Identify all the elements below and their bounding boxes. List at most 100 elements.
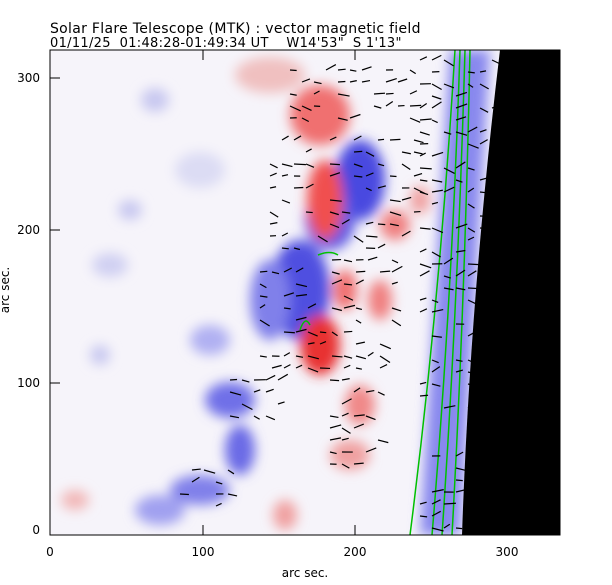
field-vector bbox=[227, 493, 238, 497]
field-vector bbox=[341, 437, 349, 441]
field-vector bbox=[331, 331, 338, 337]
field-vector bbox=[355, 341, 365, 345]
field-vector bbox=[289, 105, 301, 112]
field-vector bbox=[295, 364, 303, 369]
field-vector bbox=[329, 163, 340, 166]
field-vector bbox=[307, 355, 320, 360]
field-vector bbox=[491, 418, 503, 421]
field-vector bbox=[353, 175, 363, 178]
field-vector bbox=[467, 270, 477, 277]
field-vector bbox=[491, 428, 503, 433]
field-vector bbox=[349, 69, 357, 72]
field-vector bbox=[365, 447, 377, 453]
field-vector bbox=[409, 69, 417, 75]
field-vector bbox=[307, 367, 319, 373]
field-vector bbox=[365, 415, 376, 421]
field-vector bbox=[431, 189, 443, 193]
field-vector bbox=[443, 523, 451, 529]
field-vector bbox=[305, 211, 313, 214]
field-vector bbox=[419, 515, 428, 518]
field-vector bbox=[419, 191, 429, 196]
field-vector bbox=[259, 355, 267, 358]
field-vector bbox=[431, 101, 442, 109]
field-vector bbox=[467, 203, 475, 209]
field-vector bbox=[467, 332, 474, 337]
field-vector bbox=[479, 227, 491, 230]
field-vector bbox=[401, 230, 411, 237]
field-vector bbox=[283, 267, 293, 273]
field-vector bbox=[331, 355, 343, 358]
field-vector bbox=[337, 93, 350, 97]
field-vector bbox=[341, 427, 351, 434]
field-vector bbox=[329, 172, 341, 177]
field-vector bbox=[377, 223, 386, 226]
field-vector bbox=[295, 316, 307, 321]
field-vector bbox=[419, 152, 426, 157]
magnetic-field-map bbox=[61, 50, 490, 535]
field-vector bbox=[349, 80, 357, 83]
field-vector bbox=[419, 501, 427, 505]
field-vector bbox=[479, 191, 491, 194]
field-vector bbox=[443, 257, 454, 265]
field-vector bbox=[467, 187, 475, 193]
field-vector bbox=[301, 117, 310, 123]
field-vector bbox=[467, 227, 476, 233]
field-vector bbox=[455, 161, 466, 169]
field-vector bbox=[391, 259, 399, 264]
field-vector bbox=[241, 379, 250, 383]
field-vector bbox=[343, 259, 353, 263]
field-vector bbox=[229, 415, 240, 419]
field-vector bbox=[413, 172, 423, 177]
field-vector bbox=[307, 331, 318, 337]
field-vector bbox=[431, 54, 442, 61]
field-vector bbox=[293, 163, 306, 166]
y-axis-label: arc sec. bbox=[0, 266, 12, 314]
field-vector bbox=[355, 270, 366, 273]
vector-field-arrows bbox=[179, 54, 504, 532]
field-vector bbox=[269, 186, 277, 189]
field-vector bbox=[419, 118, 432, 121]
field-vector bbox=[377, 439, 389, 444]
field-vector bbox=[409, 117, 421, 123]
field-vector bbox=[467, 527, 475, 531]
field-vector bbox=[413, 151, 423, 155]
field-vector bbox=[431, 251, 441, 258]
field-vector bbox=[253, 389, 261, 393]
field-vector bbox=[391, 307, 402, 312]
field-vector bbox=[431, 335, 442, 338]
field-vector bbox=[413, 139, 424, 144]
field-vector bbox=[191, 476, 200, 483]
field-vector bbox=[491, 59, 503, 66]
x-axis-label: arc sec. bbox=[281, 566, 329, 580]
field-vector bbox=[455, 287, 466, 291]
field-vector bbox=[379, 343, 391, 350]
field-vector bbox=[229, 391, 242, 396]
field-vector bbox=[313, 81, 322, 85]
field-vector bbox=[337, 68, 346, 71]
field-vector bbox=[431, 499, 441, 505]
field-vector bbox=[391, 265, 403, 273]
field-vector bbox=[343, 295, 354, 301]
field-vector bbox=[227, 469, 235, 475]
field-vector bbox=[443, 275, 451, 279]
field-vector bbox=[283, 307, 291, 310]
field-vector bbox=[343, 330, 353, 333]
field-vector bbox=[355, 279, 364, 285]
field-vector bbox=[389, 199, 401, 203]
field-vector bbox=[455, 451, 464, 457]
field-vector bbox=[443, 405, 456, 409]
field-vector bbox=[341, 211, 351, 214]
field-vector bbox=[317, 235, 328, 243]
field-vector bbox=[443, 83, 455, 89]
field-vector bbox=[295, 267, 304, 273]
field-vector bbox=[377, 243, 386, 249]
field-vector bbox=[431, 366, 441, 373]
field-vector bbox=[491, 455, 499, 460]
field-vector bbox=[479, 287, 492, 292]
field-vector bbox=[355, 319, 362, 324]
x-tick-label: 0 bbox=[46, 545, 54, 559]
field-vector bbox=[479, 369, 488, 373]
field-vector bbox=[419, 270, 430, 277]
field-vector bbox=[431, 527, 444, 532]
field-vector bbox=[401, 196, 412, 201]
